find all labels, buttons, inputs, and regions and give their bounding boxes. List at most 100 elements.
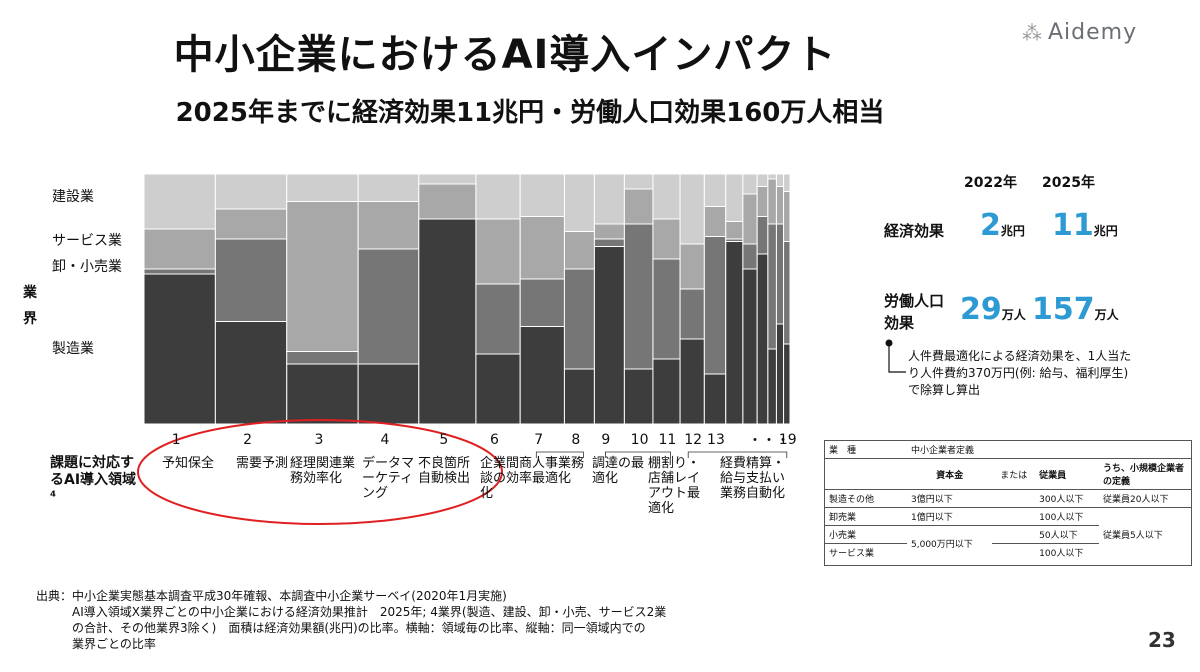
- mekko-cell-5-建設業: [418, 173, 477, 185]
- mekko-cell-5-製造業: [418, 218, 477, 425]
- area-label-2: 需要予測: [236, 456, 289, 471]
- table-row: 小売業 5,000万円以下 50人以下: [825, 526, 1191, 550]
- mekko-cell-3-製造業: [286, 363, 359, 425]
- label-bracket: [605, 451, 671, 458]
- mekko-cell-18-卸・小売業: [775, 223, 785, 325]
- mekko-cell-3-建設業: [286, 173, 359, 202]
- mekko-cell-13-製造業: [703, 373, 727, 425]
- mekko-cell-16-建設業: [756, 173, 769, 187]
- table-header-or: または: [1000, 470, 1028, 481]
- mekko-cell-17-サービス業: [767, 178, 777, 225]
- industry-label-manufacturing: 製造業: [52, 341, 94, 357]
- area-number-9: 9: [601, 432, 611, 448]
- area-label-11: 棚割り・店舗レイアウト最適化: [648, 456, 701, 516]
- area-number-10: 10: [630, 432, 649, 448]
- mekko-cell-1-卸・小売業: [143, 268, 216, 275]
- mekko-cell-11-サービス業: [652, 218, 681, 260]
- mekko-cell-15-製造業: [742, 268, 758, 425]
- economic-effect-label: 経済効果: [884, 222, 945, 240]
- mekko-cell-9-製造業: [593, 246, 625, 425]
- mekko-cell-18-建設業: [775, 173, 785, 187]
- table-header-capital: 資本金: [936, 470, 964, 481]
- table-row: サービス業 100人以下: [829, 549, 1084, 559]
- economic-2022-value: 2兆円: [980, 208, 1025, 243]
- area-number-13: 13: [707, 432, 725, 448]
- mekko-cell-17-製造業: [767, 348, 777, 425]
- mekko-cell-16-サービス業: [756, 186, 769, 217]
- mekko-cell-19-卸・小売業: [783, 241, 791, 345]
- table-header-industry: 業 種: [829, 446, 857, 456]
- mekko-cell-4-卸・小売業: [357, 248, 420, 365]
- area-label-4: データマーケティング: [362, 456, 415, 501]
- mekko-cell-5-サービス業: [418, 183, 477, 220]
- mekko-cell-7-製造業: [519, 326, 565, 425]
- area-number-19: 19: [778, 432, 797, 448]
- mekko-cell-1-建設業: [143, 173, 216, 230]
- area-label-6: 企業間商談の効率化: [480, 456, 533, 501]
- page-subtitle: 2025年までに経済効果11兆円・労働人口効果160万人相当: [175, 98, 885, 128]
- mekko-cell-12-サービス業: [679, 243, 705, 290]
- company-logo: ⁂ Aidemy: [1022, 20, 1137, 45]
- area-number-1: 1: [171, 432, 181, 448]
- area-label-9: 調達の最適化: [592, 456, 645, 486]
- labor-2022-value: 29万人: [960, 292, 1026, 327]
- mekko-cell-17-卸・小売業: [767, 223, 777, 350]
- industry-label-wholesale-retail: 卸・小売業: [52, 259, 122, 275]
- mekko-cell-11-卸・小売業: [652, 258, 681, 360]
- mekko-cell-16-製造業: [756, 253, 769, 425]
- mekko-cell-9-卸・小売業: [593, 238, 625, 247]
- table-header-definition: 中小企業者定義: [911, 446, 975, 456]
- mekko-cell-7-サービス業: [519, 216, 565, 280]
- mekko-cell-19-建設業: [783, 173, 791, 192]
- mekko-cell-6-卸・小売業: [475, 283, 521, 355]
- mekko-cell-9-建設業: [593, 173, 625, 225]
- area-number-5: 5: [439, 432, 449, 448]
- area-number-7: 7: [534, 432, 544, 448]
- mekko-cell-1-サービス業: [143, 228, 216, 270]
- mekko-cell-14-製造業: [725, 241, 744, 425]
- col-header-2022: 2022年: [964, 175, 1017, 191]
- mekko-cell-3-サービス業: [286, 201, 359, 352]
- mekko-chart: [137, 173, 791, 525]
- area-number-6: 6: [490, 432, 499, 448]
- area-number-12: 12: [684, 432, 703, 448]
- mekko-cell-6-製造業: [475, 353, 521, 425]
- mekko-cell-10-サービス業: [623, 188, 654, 225]
- mekko-cell-9-サービス業: [593, 223, 625, 240]
- mekko-cell-2-製造業: [214, 321, 288, 425]
- area-number-2: 2: [243, 432, 252, 448]
- page-title: 中小企業におけるAI導入インパクト: [173, 32, 837, 78]
- area-label-1: 予知保全: [162, 456, 215, 471]
- mekko-cell-10-建設業: [623, 173, 654, 190]
- mekko-cell-18-製造業: [775, 323, 785, 425]
- mekko-cell-15-建設業: [742, 173, 758, 195]
- mekko-cell-7-卸・小売業: [519, 278, 565, 327]
- x-axis-row-title: 課題に対応するAI導入領域⁴: [50, 455, 137, 505]
- area-label-5: 不良箇所自動検出: [418, 456, 471, 486]
- mekko-cell-17-建設業: [767, 173, 777, 180]
- mekko-cell-10-卸・小売業: [623, 223, 654, 370]
- mekko-cell-8-サービス業: [563, 231, 595, 270]
- label-bracket: [535, 451, 584, 458]
- mekko-cell-15-卸・小売業: [742, 243, 758, 270]
- area-label-15: 経費精算・給与支払い業務自動化: [720, 456, 786, 501]
- area-ellipsis: ・・・: [748, 433, 790, 449]
- y-axis-title: 業界: [23, 285, 37, 327]
- mekko-cell-12-製造業: [679, 338, 705, 425]
- area-label-7: 人事業務最適化: [532, 456, 585, 486]
- table-header-employees: 従業員: [1039, 470, 1067, 481]
- mekko-cell-6-サービス業: [475, 218, 521, 285]
- source-footnote: 出典：中小企業実態基本調査平成30年確報、本調査中小企業サーベイ(2020年1月…: [36, 589, 667, 651]
- calculation-note: 人件費最適化による経済効果を、1人当たり人件費約370万円(例: 給与、福利厚生…: [908, 349, 1132, 397]
- area-label-3: 経理関連業務効率化: [290, 456, 356, 486]
- mekko-cell-12-卸・小売業: [679, 288, 705, 340]
- highlight-ellipse: [137, 419, 503, 525]
- mekko-cell-8-建設業: [563, 173, 595, 232]
- mekko-cell-7-建設業: [519, 173, 565, 217]
- labor-2025-value: 157万人: [1032, 292, 1119, 327]
- industry-label-construction: 建設業: [52, 189, 94, 205]
- mekko-cell-18-サービス業: [775, 186, 785, 225]
- mekko-cell-14-建設業: [725, 173, 744, 222]
- page-number: 23: [1148, 628, 1176, 652]
- mekko-cell-14-サービス業: [725, 221, 744, 240]
